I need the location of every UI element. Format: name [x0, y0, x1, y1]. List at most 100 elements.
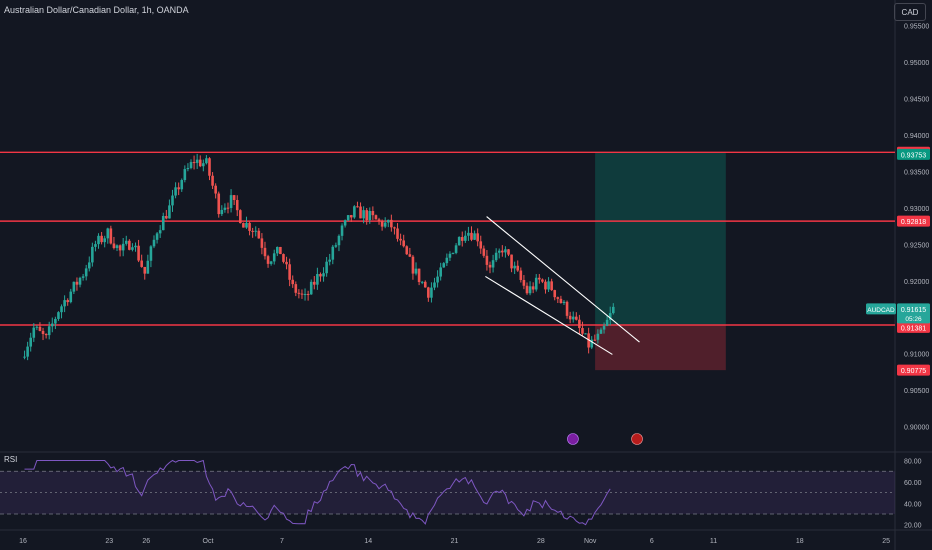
time-tick-label: 14: [364, 538, 372, 545]
target-zone: [595, 152, 726, 325]
candle: [359, 206, 362, 219]
candle: [248, 222, 251, 231]
candle: [371, 211, 375, 216]
candle: [183, 169, 187, 181]
time-tick-label: 28: [537, 538, 545, 545]
candle: [242, 223, 245, 228]
candle: [596, 333, 600, 340]
currency-button[interactable]: CAD: [894, 3, 926, 21]
candle: [84, 268, 88, 277]
stop-price-label-bg: [897, 364, 930, 376]
candle: [436, 276, 439, 283]
candle: [510, 254, 513, 269]
candle: [408, 254, 412, 257]
candle: [343, 220, 347, 226]
time-tick-label: 18: [796, 538, 804, 545]
symbol-tag: AUDCAD: [867, 307, 895, 314]
candle: [457, 237, 461, 246]
candle: [501, 250, 504, 253]
candle: [44, 333, 48, 336]
candle: [235, 200, 239, 211]
candle: [402, 240, 405, 247]
candle: [72, 281, 76, 292]
candle: [380, 220, 384, 227]
candle: [109, 228, 113, 244]
candle: [590, 339, 594, 348]
candle: [260, 238, 264, 248]
candle: [473, 233, 476, 240]
candle: [78, 277, 82, 285]
candle: [442, 263, 446, 268]
candle: [553, 290, 557, 298]
candle: [417, 268, 421, 283]
price-tick-label: 0.95000: [904, 60, 929, 67]
candle: [513, 265, 516, 269]
flag-event-icon: [631, 433, 643, 445]
candle: [565, 301, 569, 316]
candle: [294, 284, 298, 293]
candle: [195, 159, 199, 163]
candle: [35, 326, 39, 328]
candle: [137, 245, 140, 261]
time-tick-label: 6: [650, 538, 654, 545]
candle: [340, 225, 344, 236]
candle: [214, 185, 217, 194]
candle: [131, 247, 134, 250]
candle: [556, 297, 560, 299]
candle: [328, 259, 332, 262]
candle: [100, 235, 103, 243]
candle: [528, 286, 532, 294]
candle: [430, 287, 433, 298]
candle: [245, 222, 248, 228]
candle: [464, 235, 467, 241]
candle: [205, 158, 208, 164]
candle: [525, 285, 529, 294]
candle: [223, 207, 227, 210]
candle: [254, 230, 258, 232]
candle: [155, 233, 159, 240]
candle: [390, 219, 393, 228]
candle: [331, 246, 335, 260]
candle: [467, 232, 470, 236]
candle: [63, 300, 66, 307]
candle: [399, 238, 402, 241]
candle: [269, 261, 273, 264]
candle: [386, 219, 390, 223]
candle: [544, 281, 547, 290]
candle: [460, 237, 464, 241]
candle: [445, 257, 449, 264]
candle: [433, 282, 436, 288]
candle: [439, 267, 442, 277]
candle: [405, 246, 409, 255]
candle: [140, 260, 143, 267]
candle: [571, 316, 575, 320]
candle: [186, 167, 190, 170]
candle: [202, 163, 205, 167]
candle: [605, 319, 609, 326]
candle: [334, 245, 338, 247]
candle: [306, 293, 310, 295]
candle: [374, 215, 378, 220]
candle: [94, 244, 97, 247]
candle: [26, 346, 29, 357]
candle: [470, 232, 473, 240]
candle: [69, 291, 73, 303]
candle: [285, 261, 288, 265]
candle: [522, 279, 526, 286]
candle: [226, 207, 230, 209]
candle: [208, 158, 211, 176]
candle: [54, 318, 57, 324]
candle: [257, 230, 261, 239]
candle: [23, 356, 26, 358]
price-tick-label: 0.90500: [904, 388, 929, 395]
candle: [608, 313, 612, 320]
candle: [368, 211, 372, 221]
candle: [291, 279, 295, 285]
candle: [584, 333, 587, 335]
candle: [362, 210, 365, 219]
candle: [232, 195, 236, 201]
candle: [516, 265, 520, 271]
candle: [29, 337, 33, 347]
candle: [103, 238, 106, 243]
